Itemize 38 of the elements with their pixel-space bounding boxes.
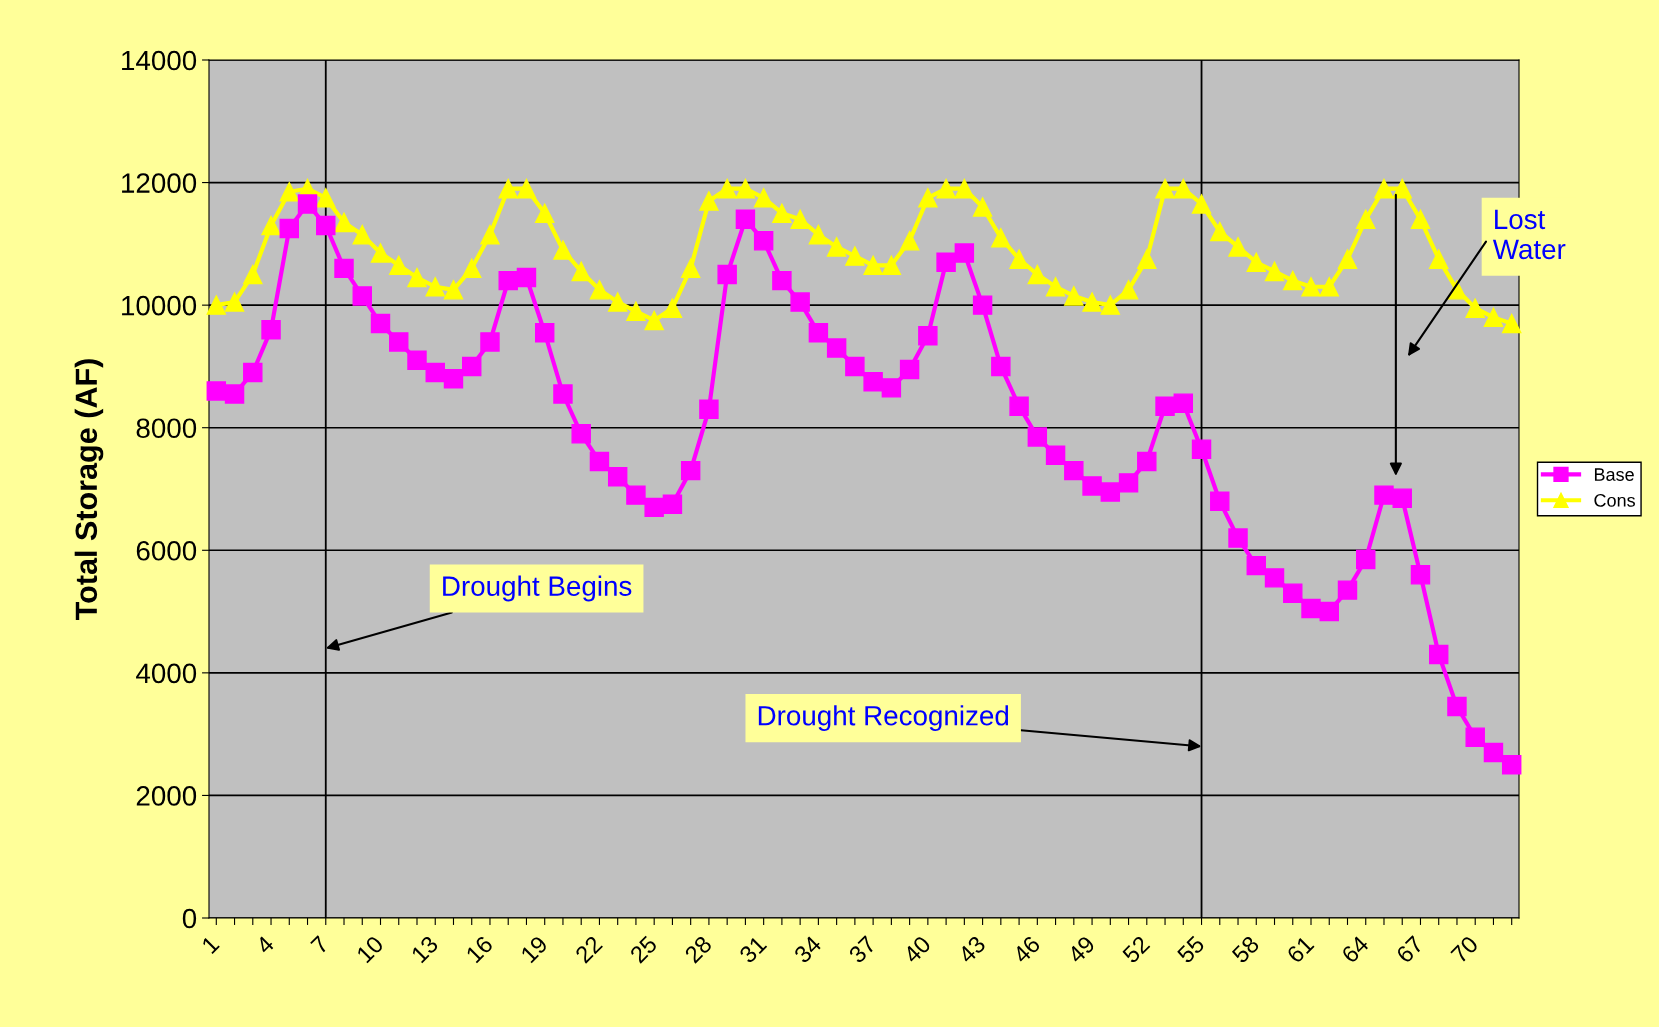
x-tick-label: 22	[574, 935, 603, 964]
x-tick-label: 64	[1340, 934, 1370, 964]
x-tick-label: 58	[1231, 934, 1261, 964]
y-tick-label: 14000	[122, 50, 197, 71]
y-axis-title: Total Storage (AF)	[74, 359, 104, 620]
x-tick-label: 40	[902, 934, 932, 965]
x-tick-label: 49	[1066, 935, 1096, 965]
x-tick-label: 46	[1011, 935, 1042, 965]
y-tick-label: 4000	[136, 663, 197, 684]
x-tick-label: 61	[1285, 935, 1315, 964]
x-tick-label: 13	[410, 935, 439, 964]
annotation: Drought Recognized	[758, 705, 1009, 732]
x-tick-label: 52	[1121, 935, 1151, 964]
x-tick-label: 16	[465, 935, 494, 964]
x-tick-label: 34	[793, 934, 823, 965]
x-tick-label: 70	[1450, 934, 1480, 964]
x-tick-label: 10	[355, 934, 385, 964]
x-tick-label: 1	[201, 935, 220, 954]
y-tick-label: 10000	[122, 295, 197, 316]
x-tick-label: 31	[738, 935, 768, 965]
y-tick-label: 2000	[136, 786, 197, 806]
x-tick-label: 19	[520, 935, 549, 964]
annotation: Drought Begins	[443, 575, 632, 602]
y-tick-label: 8000	[136, 418, 197, 439]
annotation: Lost Water	[1492, 209, 1566, 260]
x-tick-label: 55	[1176, 935, 1206, 964]
y-tick-label: 12000	[122, 173, 197, 193]
y-tick-label: 0	[182, 908, 197, 929]
y-tick-label: 6000	[136, 540, 197, 561]
x-tick-label: 67	[1395, 935, 1425, 964]
legend-label: Cons	[1594, 493, 1635, 507]
x-tick-label: 37	[847, 935, 877, 965]
x-tick-label: 43	[957, 935, 987, 965]
x-tick-label: 7	[310, 935, 330, 955]
x-tick-label: 28	[683, 934, 713, 964]
x-tick-label: 25	[629, 934, 658, 964]
legend-label: Base	[1594, 468, 1634, 481]
x-tick-label: 4	[254, 934, 275, 955]
